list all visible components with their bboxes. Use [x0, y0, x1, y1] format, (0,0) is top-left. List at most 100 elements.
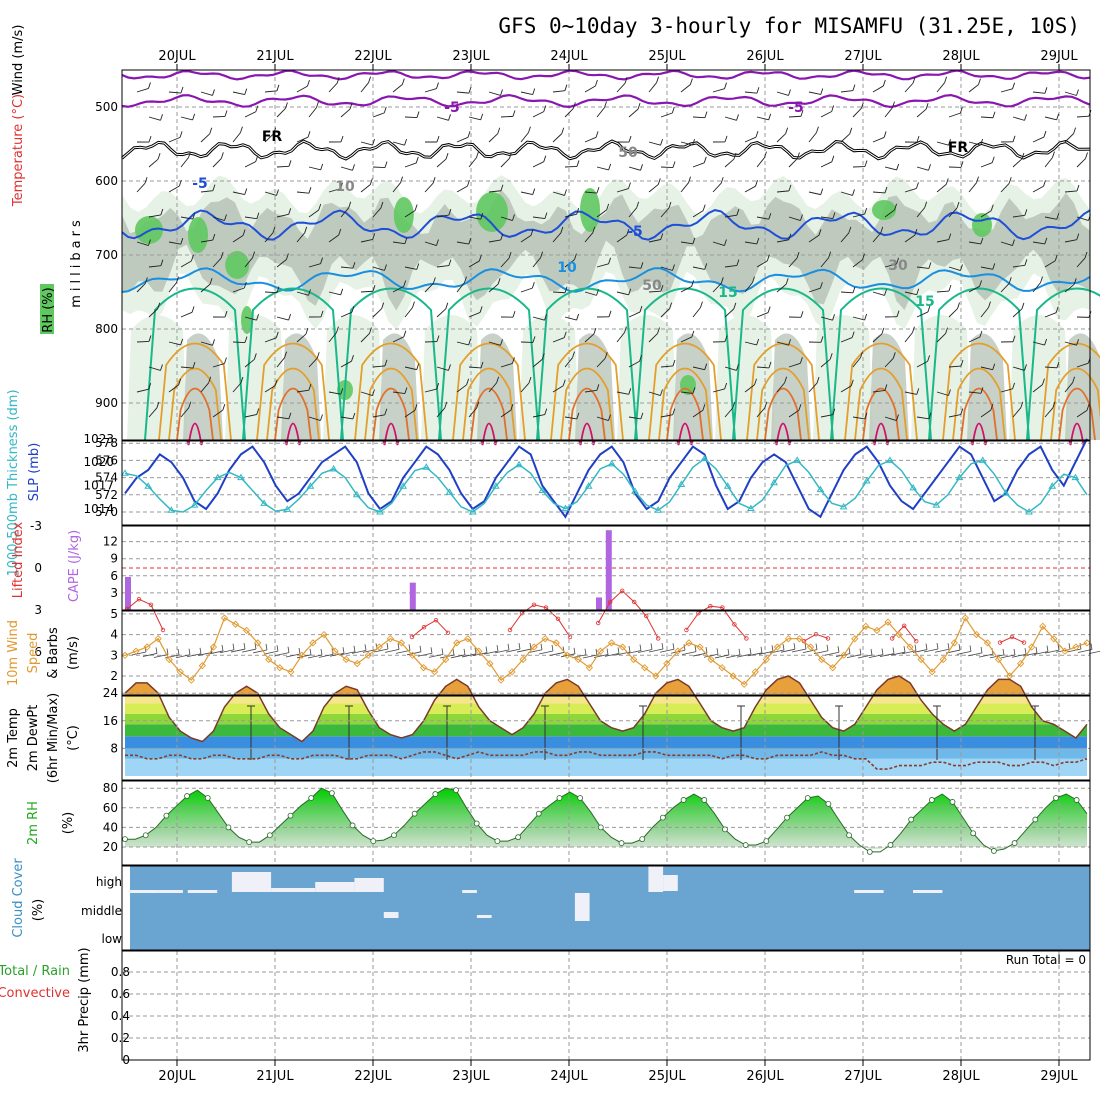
wind-barb: [532, 111, 544, 118]
wind-barb-flag: [403, 280, 407, 287]
wind10m-barb: [285, 653, 301, 658]
rh-point: [494, 838, 501, 845]
wind10m-barb: [1066, 648, 1082, 653]
rh-point: [804, 795, 811, 801]
wind-barb-flag: [944, 76, 948, 83]
wind-barb: [1032, 282, 1041, 293]
wind-barb: [648, 333, 658, 343]
slp-tick-label: 1023: [83, 432, 114, 446]
wind-barb-flag: [882, 79, 886, 87]
wind-barb-flag: [596, 289, 599, 296]
wind-barb: [468, 260, 480, 268]
wind-barb-flag: [191, 306, 195, 313]
wind-barb: [756, 116, 769, 121]
cape-tick-label: 12: [103, 535, 118, 549]
wind10m-barbs-label: & Barbs: [46, 627, 61, 679]
temperature-arch: [480, 422, 498, 446]
li-point: [890, 636, 895, 641]
wind-barb: [744, 384, 755, 393]
wind-barb: [916, 266, 929, 269]
wind-barb-flag: [956, 201, 960, 209]
wind-barb: [756, 157, 765, 168]
cloud-mid-gap: [476, 915, 492, 918]
wind-speed-point: [209, 643, 218, 651]
panel-frame: [121, 69, 1091, 441]
wind-barb: [724, 116, 737, 121]
wind-barb-flag: [307, 131, 311, 138]
cloud-level-label: high: [96, 875, 122, 889]
wind-barb: [328, 391, 341, 395]
wind10m-label: 10m Wind: [6, 620, 21, 686]
wind-barb-flag: [704, 111, 708, 118]
wind-barb-flag: [767, 306, 771, 313]
wind-barb-flag: [820, 88, 824, 95]
thickness-tick-label: 572: [95, 488, 118, 502]
wind10m-barb: [384, 648, 400, 653]
wind-barb: [916, 416, 929, 420]
contour-minus-5: [121, 209, 1091, 241]
wind10m-barb: [758, 650, 774, 655]
wind-barb-flag: [849, 127, 853, 134]
wind-barb: [276, 213, 289, 218]
wind-barb: [488, 133, 499, 143]
wind-barb: [404, 210, 416, 218]
thickness-point: [886, 456, 894, 463]
rh-point: [763, 838, 770, 845]
wind-barb-flag: [851, 331, 855, 338]
wind10m-barb: [450, 654, 466, 659]
wind-barb-flag: [704, 363, 708, 370]
wind-barb: [520, 287, 533, 293]
minmax-label: (6hr Min/Max): [46, 693, 61, 783]
wind-barb-flag: [243, 281, 247, 289]
wind-barb: [404, 366, 417, 371]
temperature-arch: [648, 342, 722, 441]
wind-barb: [584, 191, 597, 194]
wind-speed-point: [630, 655, 638, 664]
wind-barb-flag: [990, 204, 994, 211]
wind-barb: [296, 291, 309, 296]
wind-barb-flag: [945, 178, 949, 185]
thickness-point: [700, 454, 709, 462]
wind-barb: [360, 238, 373, 243]
rh-point: [432, 791, 439, 797]
wind-speed-point: [276, 664, 284, 672]
wind-barb: [244, 316, 257, 321]
wind-barb: [744, 91, 757, 94]
wind-barb-flag: [1012, 82, 1015, 89]
wind-barb-flag: [724, 335, 728, 342]
wind-barb-flag: [340, 135, 344, 143]
wind-barb: [168, 91, 181, 94]
wind-barb-flag: [436, 335, 440, 342]
wind-barb: [680, 241, 693, 245]
wind-barb: [244, 257, 253, 268]
wind-speed-point: [442, 655, 450, 664]
rh-point: [370, 838, 377, 845]
wind10m-barb: [890, 651, 906, 656]
rh-point: [866, 849, 873, 855]
wind-barb: [724, 366, 737, 371]
wind-barb-flag: [816, 376, 820, 384]
wind-barb-flag: [593, 327, 597, 335]
wind-barb-flag: [160, 208, 164, 216]
wind-barb-flag: [916, 182, 919, 189]
wind-barb: [884, 416, 897, 421]
wind-barb-flag: [1024, 364, 1027, 371]
bottom-date-label: 23JUL: [452, 1069, 490, 1084]
wind10m-barb-flag: [364, 644, 367, 651]
wind-barb: [148, 407, 158, 418]
wind-speed-point: [806, 643, 815, 651]
wind10m-barb-flag: [441, 648, 444, 655]
wind-speed-point: [1050, 635, 1058, 643]
thickness-point: [1025, 508, 1033, 515]
wind-barb: [712, 88, 725, 93]
wind-barb: [244, 359, 255, 368]
wind10m-barb-flag: [969, 645, 972, 652]
wind-barb-flag: [884, 186, 888, 194]
temperature-arch: [266, 367, 320, 441]
wind-barb: [660, 207, 670, 218]
wind-barb-flag: [636, 201, 640, 208]
contour-label: -5: [788, 100, 804, 116]
wind10m-barb: [956, 651, 972, 655]
temp-tick-label: 8: [110, 741, 118, 755]
wind-barb: [520, 132, 529, 143]
